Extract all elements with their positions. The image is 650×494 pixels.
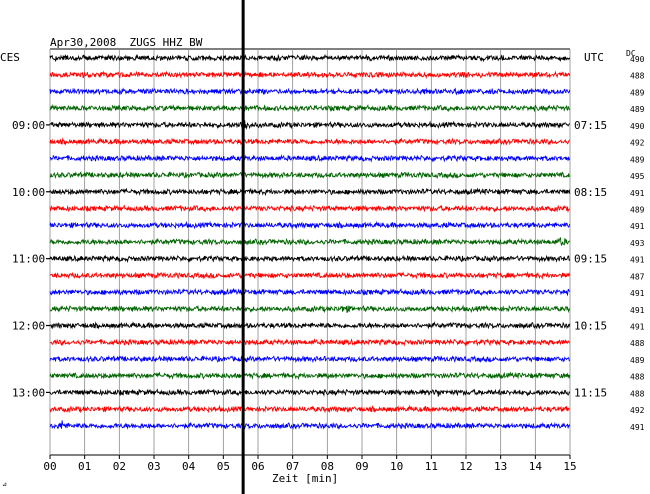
- dc-value: 493: [630, 239, 645, 248]
- dc-value: 495: [630, 172, 645, 181]
- trace-line: [49, 70, 571, 80]
- dc-value: 487: [630, 272, 645, 281]
- chart-title: Apr30,2008 ZUGS HHZ BW: [50, 36, 203, 49]
- x-tick-label: 04: [182, 460, 196, 473]
- right-time-label: 11:15: [574, 386, 607, 399]
- trace-line: [49, 420, 571, 430]
- x-tick-label: 13: [494, 460, 507, 473]
- dc-value: 490: [630, 122, 645, 131]
- trace-line: [49, 237, 571, 246]
- trace-line: [49, 404, 571, 414]
- dc-value: 491: [630, 289, 645, 298]
- dc-value: 491: [630, 323, 645, 332]
- trace-line: [49, 254, 571, 264]
- dc-value: 491: [630, 222, 645, 231]
- x-tick-label: 06: [251, 460, 264, 473]
- trace-line: [49, 271, 571, 280]
- x-tick-label: 11: [425, 460, 438, 473]
- trace-line: [49, 355, 571, 364]
- trace-line: [49, 117, 571, 130]
- x-tick-label: 09: [355, 460, 368, 473]
- right-time-label: 07:15: [574, 119, 607, 132]
- dc-value: 489: [630, 88, 645, 97]
- trace-line: [49, 87, 571, 96]
- dc-value: 490: [630, 55, 645, 64]
- left-time-label: 10:00: [12, 186, 45, 199]
- dc-value: 488: [630, 72, 645, 81]
- dc-value: 491: [630, 306, 645, 315]
- dc-value: 489: [630, 205, 645, 214]
- trace-line: [49, 187, 571, 197]
- left-time-label: 12:00: [12, 320, 45, 333]
- chart-labels: 00 01 02 03 04 05 06 07 08 09 10 11 12 13 14 15 490 488 48…: [12, 55, 645, 473]
- trace-line: [49, 388, 571, 397]
- dc-header-label: DC: [626, 49, 636, 58]
- trace-line: [49, 287, 570, 297]
- trace-line: [49, 171, 571, 180]
- x-tick-label: 15: [563, 460, 576, 473]
- x-tick-label: 03: [147, 460, 160, 473]
- right-timezone-label: UTC: [584, 51, 604, 64]
- seismic-traces: [49, 0, 571, 494]
- x-tick-label: 02: [113, 460, 126, 473]
- x-tick-label: 00: [43, 460, 56, 473]
- dc-value: 492: [630, 139, 645, 148]
- trace-line: [49, 154, 571, 163]
- dc-value: 491: [630, 256, 645, 265]
- trace-line: [49, 338, 570, 347]
- left-timezone-label: CES: [0, 51, 20, 64]
- x-tick-label: 01: [78, 460, 91, 473]
- corner-mark: ⊿: [2, 481, 7, 488]
- right-time-label: 09:15: [574, 253, 607, 266]
- x-tick-label: 07: [286, 460, 299, 473]
- grid-lines: [46, 48, 571, 459]
- x-tick-label: 10: [390, 460, 403, 473]
- x-tick-label: 12: [459, 460, 472, 473]
- trace-line: [49, 371, 571, 381]
- dc-value: 488: [630, 389, 645, 398]
- right-time-label: 08:15: [574, 186, 607, 199]
- trace-line: [49, 53, 571, 63]
- trace-line: [49, 304, 571, 314]
- trace-line: [49, 103, 571, 113]
- trace-line: [49, 204, 571, 213]
- trace-line: [49, 137, 570, 146]
- x-axis-label: Zeit [min]: [272, 472, 338, 485]
- x-tick-label: 08: [321, 460, 334, 473]
- trace-line: [49, 321, 571, 330]
- left-time-label: 09:00: [12, 119, 45, 132]
- dc-value: 489: [630, 155, 645, 164]
- dc-value: 488: [630, 373, 645, 382]
- left-time-label: 13:00: [12, 386, 45, 399]
- dc-value: 491: [630, 423, 645, 432]
- dc-value: 492: [630, 406, 645, 415]
- right-time-label: 10:15: [574, 320, 607, 333]
- dc-value: 489: [630, 356, 645, 365]
- dc-value: 491: [630, 189, 645, 198]
- dc-value: 488: [630, 339, 645, 348]
- left-time-label: 11:00: [12, 253, 45, 266]
- x-tick-label: 05: [217, 460, 230, 473]
- x-tick-label: 14: [529, 460, 543, 473]
- trace-line: [49, 220, 571, 230]
- dc-value: 489: [630, 105, 645, 114]
